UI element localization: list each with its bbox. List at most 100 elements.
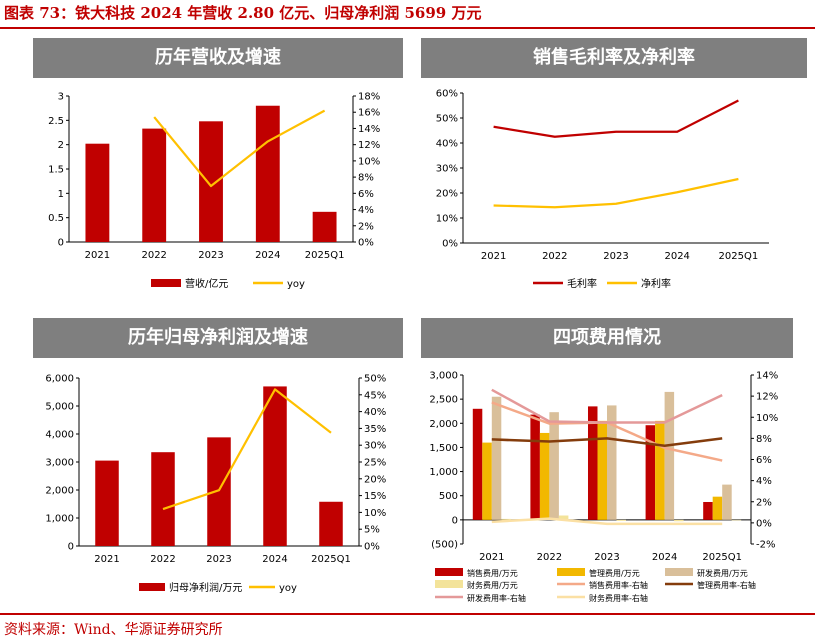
bar — [597, 420, 607, 520]
bar — [255, 105, 280, 242]
x-tick-label: 2023 — [603, 251, 628, 262]
bar — [142, 128, 167, 242]
legend-swatch — [435, 568, 463, 576]
series-line — [153, 109, 326, 188]
y-tick-label-left: 3,000 — [45, 458, 74, 469]
y-tick-label-right: 35% — [364, 424, 386, 435]
y-tick-label-left: 0 — [452, 515, 458, 526]
y-tick-label-right: 12% — [358, 140, 380, 151]
x-tick-label: 2025Q1 — [719, 251, 759, 262]
y-tick-label-left: 1,000 — [429, 467, 458, 478]
chart-expenses: (500) 0 500 1,000 1,500 2,000 2,500 3,000 -2% 0% 2… — [429, 371, 778, 604]
y-tick-label-left: 1.5 — [48, 165, 64, 176]
bar — [558, 515, 569, 520]
bar — [95, 460, 119, 546]
source-note: 资料来源：Wind、华源证券研究所 — [4, 622, 223, 638]
y-tick-label-left: 60% — [436, 89, 458, 100]
y-tick-label-right: 16% — [358, 108, 380, 119]
x-tick-label: 2022 — [141, 250, 166, 261]
bottom-rule — [0, 613, 815, 615]
y-tick-label-left: 6,000 — [45, 374, 74, 385]
bar — [530, 414, 540, 520]
bar — [472, 408, 483, 520]
legend-swatch — [557, 568, 585, 576]
bar — [207, 437, 231, 546]
x-tick-label: 2025Q1 — [311, 554, 351, 565]
y-tick-label-right: 14% — [756, 371, 778, 382]
y-tick-label-right: 10% — [364, 508, 386, 519]
legend-label: 销售费用率-右轴 — [589, 580, 648, 590]
x-tick-label: 2021 — [481, 251, 506, 262]
y-tick-label-left: 4,000 — [45, 430, 74, 441]
legend-label: 销售费用/万元 — [467, 568, 518, 578]
y-tick-label-right: 0% — [756, 518, 772, 529]
series-line — [493, 177, 739, 209]
bar — [587, 406, 598, 520]
x-tick-label: 2022 — [542, 251, 567, 262]
y-tick-label-left: 3,000 — [429, 371, 458, 382]
chart-title-margin: 销售毛利率及净利率 — [421, 38, 807, 78]
bar — [645, 425, 656, 520]
chart-title-expenses: 四项费用情况 — [421, 318, 793, 358]
y-tick-label-left: 0 — [68, 542, 74, 553]
chart-panel-margin: 销售毛利率及净利率 0% 10% 20% 30% 40% 50% 60% 2021 2022 20… — [421, 38, 807, 298]
bar — [712, 496, 723, 520]
y-tick-label-left: (500) — [431, 540, 458, 551]
y-tick-label-right: 4% — [756, 476, 772, 487]
legend-label: 营收/亿元 — [185, 277, 228, 290]
bar — [607, 405, 617, 520]
x-tick-label: 2022 — [150, 554, 175, 565]
y-tick-label-left: 2 — [58, 140, 64, 151]
y-tick-label-right: 30% — [364, 441, 386, 452]
chart-revenue: 0 0.5 1 1.5 2 2.5 3 0% 2% 4% 6% 8% 10% 12% 14% 16% 18% 20… — [48, 92, 380, 291]
y-tick-label-right: 0% — [364, 542, 380, 553]
figure-title: 图表 73：铁大科技 2024 年营收 2.80 亿元、归母净利润 5699 万… — [4, 4, 482, 22]
chart-profit: 0 1,000 2,000 3,000 4,000 5,000 6,000 0% 5% 10% 15… — [45, 374, 386, 595]
y-tick-label-right: 20% — [364, 474, 386, 485]
y-tick-label-right: 2% — [358, 221, 374, 232]
y-tick-label-left: 20% — [436, 189, 458, 200]
y-tick-label-right: 50% — [364, 374, 386, 385]
legend-swatch — [151, 279, 181, 287]
y-tick-label-left: 2,500 — [429, 395, 458, 406]
x-tick-label: 2024 — [664, 251, 689, 262]
bar — [731, 519, 742, 521]
y-tick-label-right: 5% — [364, 525, 380, 536]
bar — [199, 121, 223, 242]
legend-label: yoy — [287, 279, 305, 290]
y-tick-label-right: 0% — [358, 238, 374, 249]
legend-label: 研发费用/万元 — [697, 568, 748, 578]
y-tick-label-right: 6% — [358, 189, 374, 200]
legend-label: 归母净利润/万元 — [169, 581, 242, 594]
bar — [703, 501, 713, 520]
chart-title-profit: 历年归母净利润及增速 — [33, 318, 403, 358]
x-tick-label: 2021 — [94, 554, 119, 565]
bar — [655, 420, 665, 520]
legend-label: 管理费用率-右轴 — [697, 580, 756, 590]
chart-panel-profit: 历年归母净利润及增速 0 1,000 2,000 3,000 4,000 5,000 6,0… — [33, 318, 403, 608]
bar — [482, 442, 492, 520]
y-tick-label-right: 14% — [358, 124, 380, 135]
y-tick-label-right: 25% — [364, 458, 386, 469]
chart-panel-revenue: 历年营收及增速 0 0.5 1 1.5 2 2.5 3 0% 2% 4% 6% 8% 10% 12% 14%… — [33, 38, 403, 298]
y-tick-label-left: 50% — [436, 114, 458, 125]
y-tick-label-left: 0.5 — [48, 213, 64, 224]
y-tick-label-right: 45% — [364, 390, 386, 401]
y-tick-label-right: 2% — [756, 497, 772, 508]
series-line — [491, 437, 723, 448]
x-tick-label: 2023 — [594, 552, 619, 563]
y-tick-label-left: 10% — [436, 214, 458, 225]
bar — [722, 484, 732, 520]
y-tick-label-left: 1 — [58, 189, 64, 200]
y-tick-label-left: 2,000 — [45, 486, 74, 497]
y-tick-label-left: 30% — [436, 164, 458, 175]
x-tick-label: 2021 — [85, 250, 110, 261]
y-tick-label-right: 6% — [756, 455, 772, 466]
bar — [549, 412, 559, 520]
bar — [664, 391, 675, 520]
x-tick-label: 2024 — [255, 250, 280, 261]
bar — [319, 501, 343, 546]
chart-title-revenue: 历年营收及增速 — [33, 38, 403, 78]
y-tick-label-right: 40% — [364, 407, 386, 418]
x-tick-label: 2025Q1 — [305, 250, 345, 261]
